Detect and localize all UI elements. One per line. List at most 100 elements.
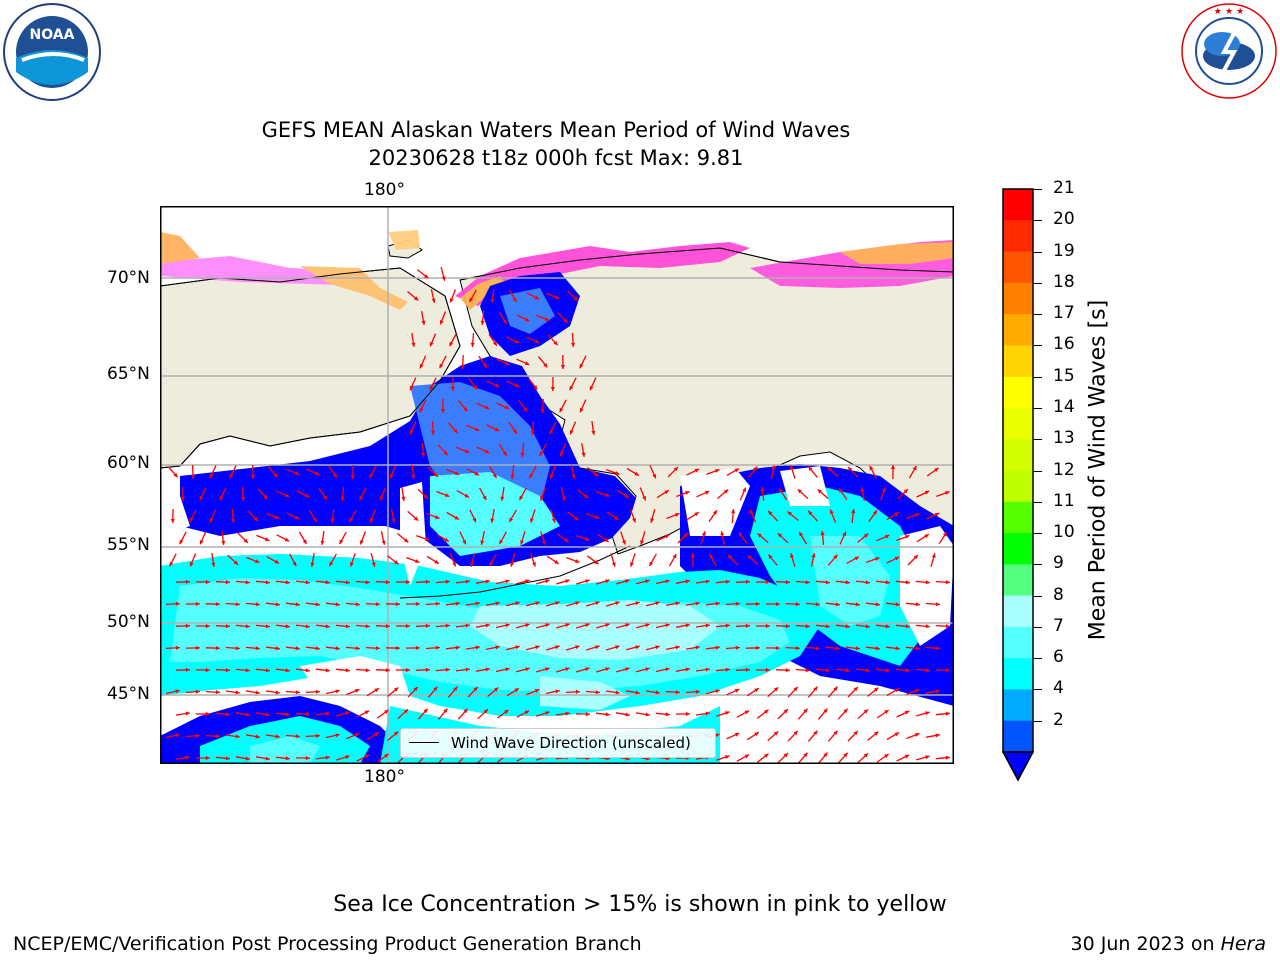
wave-arrow-head [705,623,710,628]
wave-arrow-head [394,560,399,565]
wave-arrow-head [315,733,320,738]
colorbar-tick-label: 4 [1053,678,1064,699]
wave-arrow-head [595,601,600,606]
wave-arrow-head [525,579,530,584]
wave-arrow-head [325,580,330,585]
wave-arrow-head [515,601,520,606]
wave-arrow-head [672,553,677,559]
wave-arrow-head [754,732,759,737]
wave-arrow-head [808,466,813,471]
wave-arrow-head [931,553,936,558]
wave-arrow-head [463,407,468,412]
wave-arrow-head [275,734,280,739]
wave-arrow-head [480,540,485,545]
wave-arrow-head [757,533,762,538]
wave-arrow-head [625,712,630,717]
wave-arrow-head [359,540,364,545]
wave-arrow-head [524,361,530,366]
wave-arrow-head [725,755,730,759]
wave-arrow-head [738,532,743,537]
wave-arrow-head [385,624,390,629]
wave-arrow-head [423,494,428,499]
wave-arrow-head [712,510,717,515]
wave-arrow-head [413,516,419,521]
wave-arrow-head [485,579,490,584]
wave-arrow-head [915,646,920,651]
wave-arrow-head [263,494,268,500]
wave-arrow-head [573,296,578,301]
wave-arrow-head [690,553,695,557]
wave-arrow-head [243,538,248,543]
colorbar-bin [1003,595,1033,628]
wave-arrow-head [485,623,490,628]
lat-label-50: 50°N [107,612,150,632]
wave-arrow-head [655,645,660,650]
wave-arrow-head [912,465,917,471]
wave-arrow-head [294,471,300,476]
wave-arrow-head [615,471,620,475]
wave-arrow-head [685,667,690,672]
colorbar-tick-label: 10 [1053,522,1075,543]
wave-arrow-head [199,495,204,501]
wave-arrow-head [685,711,690,716]
wave-arrow-head [640,540,644,545]
footer-date-text: 30 Jun 2023 on [1070,933,1221,955]
wave-arrow-head [305,624,310,629]
wave-arrow-head [605,712,610,717]
wave-arrow-head [329,561,334,567]
colorbar [1001,188,1035,782]
wave-arrow-head [349,517,354,523]
wave-arrow-head [790,553,794,558]
wave-arrow-head [833,686,838,692]
wave-arrow-head [865,580,870,585]
colorbar-bin [1003,689,1033,722]
wave-arrow-head [221,540,226,545]
colorbar-bin [1003,220,1033,253]
wave-arrow-head [385,668,390,673]
wave-arrow-head [539,451,544,457]
wave-arrow-head [585,579,590,584]
wave-arrow-head [825,668,830,673]
wave-arrow-head [429,385,434,391]
wave-arrow-head [942,532,947,537]
wave-arrow-head [645,667,650,672]
wave-arrow-head [869,465,874,471]
wave-arrow-head [189,517,194,523]
colorbar-tick-mark [1034,189,1042,190]
wave-arrow-head [632,518,636,523]
wave-arrow-head [593,472,599,477]
wave-arrow-head [225,668,230,673]
wave-arrow-head [173,472,178,478]
wave-arrow-head [215,602,220,607]
wave-arrow-head [745,667,750,672]
wave-arrow-head [335,646,340,651]
wave-arrow-head [571,474,576,479]
wave-arrow-head [855,602,860,607]
colorbar-label: Mean Period of Wind Waves [s] [1085,299,1111,641]
wave-arrow-head [753,466,758,471]
wave-arrow-head [532,562,536,567]
wave-arrow-head [443,450,448,456]
wave-arrow-head [439,363,444,369]
wave-arrow-head [563,318,568,324]
wave-arrow-head [808,510,813,516]
wave-arrow-head [645,712,650,717]
wave-arrow-head [255,602,260,607]
wave-arrow-head [934,512,940,517]
wave-arrow-head [860,487,865,492]
wave-arrow-head [505,623,510,628]
colorbar-frame [1002,188,1034,753]
wave-arrow-head [805,624,810,629]
wave-arrow-head [805,580,810,585]
wave-arrow-head [285,624,290,629]
wave-arrow-head [833,730,838,736]
wave-arrow-head [842,531,846,537]
wave-arrow-head [549,474,554,479]
wave-arrow-head [403,709,408,714]
wave-arrow-head [405,580,410,585]
wave-arrow-head [389,473,394,479]
wave-arrow-head [783,753,788,758]
colorbar-tick-label: 15 [1053,365,1075,386]
wave-arrow-head [614,516,619,520]
noaa-logo: NOAA [2,2,102,102]
